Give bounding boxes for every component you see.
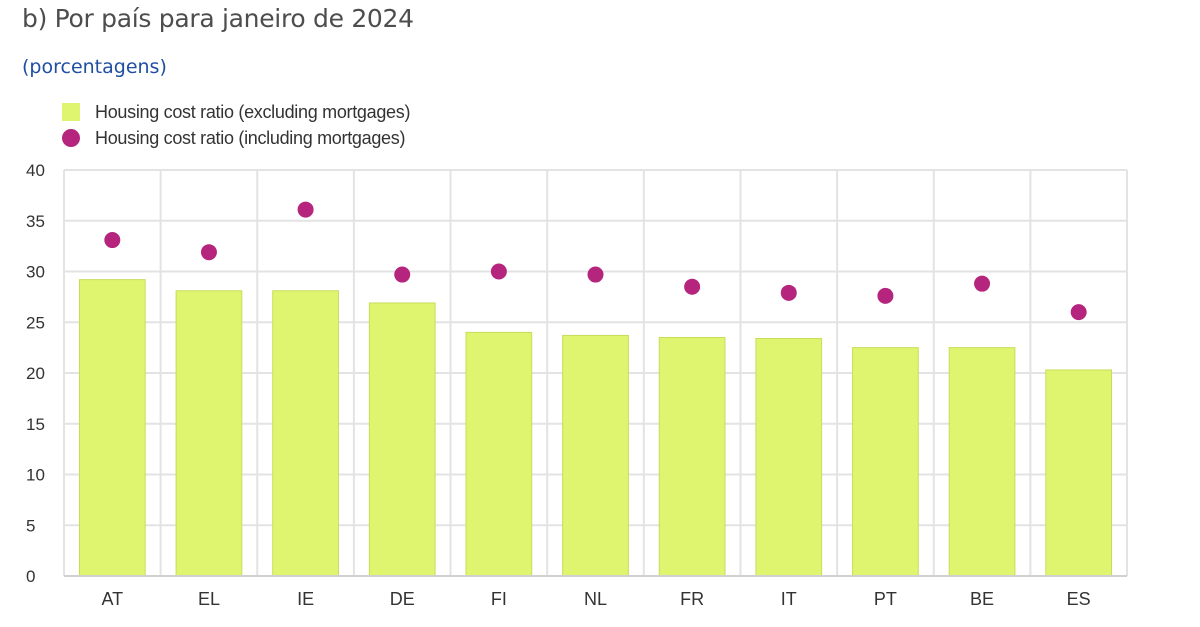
bar-nl — [562, 334, 629, 577]
dot-de — [394, 266, 411, 283]
y-tick-label: 15 — [26, 415, 45, 434]
y-tick-label: 0 — [26, 567, 35, 586]
dot-be — [974, 275, 991, 292]
bar-ie — [272, 290, 339, 577]
y-tick-label: 5 — [26, 516, 35, 535]
legend-bar-swatch — [62, 103, 80, 121]
y-tick-label: 40 — [26, 161, 45, 180]
x-tick-label: FI — [491, 589, 507, 609]
legend-item-dots: Housing cost ratio (including mortgages) — [62, 125, 410, 151]
x-tick-label: IT — [781, 589, 797, 609]
legend-bar-label: Housing cost ratio (excluding mortgages) — [95, 101, 411, 122]
bar-it — [755, 337, 823, 577]
x-tick-label: EL — [198, 589, 220, 609]
dot-ie — [297, 201, 314, 218]
dot-pt — [877, 287, 894, 304]
bar-el — [175, 290, 243, 577]
dot-it — [780, 284, 797, 301]
legend: Housing cost ratio (excluding mortgages)… — [62, 99, 410, 151]
bar-be — [948, 347, 1016, 577]
x-tick-label: ES — [1067, 589, 1091, 609]
chart-subtitle: (porcentagens) — [22, 56, 167, 78]
legend-item-bars: Housing cost ratio (excluding mortgages) — [62, 99, 410, 125]
dot-fi — [490, 263, 507, 280]
y-tick-label: 30 — [26, 263, 45, 282]
dot-fr — [684, 278, 701, 295]
dot-el — [200, 244, 217, 261]
x-tick-label: FR — [680, 589, 704, 609]
y-tick-label: 10 — [26, 466, 45, 485]
y-tick-label: 35 — [26, 212, 45, 231]
x-tick-label: DE — [390, 589, 415, 609]
bar-fi — [465, 331, 533, 577]
legend-dot-label: Housing cost ratio (including mortgages) — [95, 127, 406, 148]
chart-title: b) Por país para janeiro de 2024 — [22, 4, 414, 33]
legend-dot-swatch — [62, 129, 80, 147]
dot-nl — [587, 266, 604, 283]
y-tick-label: 25 — [26, 313, 45, 332]
x-tick-label: PT — [874, 589, 897, 609]
dot-es — [1070, 304, 1087, 321]
x-tick-label: IE — [297, 589, 314, 609]
bar-fr — [658, 336, 726, 577]
bar-es — [1045, 369, 1113, 577]
y-tick-label: 20 — [26, 364, 45, 383]
x-tick-label: BE — [970, 589, 994, 609]
x-tick-label: AT — [101, 589, 123, 609]
dot-at — [104, 232, 121, 249]
bar-pt — [852, 347, 919, 577]
bar-at — [78, 279, 146, 577]
bar-de — [368, 302, 436, 577]
x-tick-label: NL — [584, 589, 607, 609]
